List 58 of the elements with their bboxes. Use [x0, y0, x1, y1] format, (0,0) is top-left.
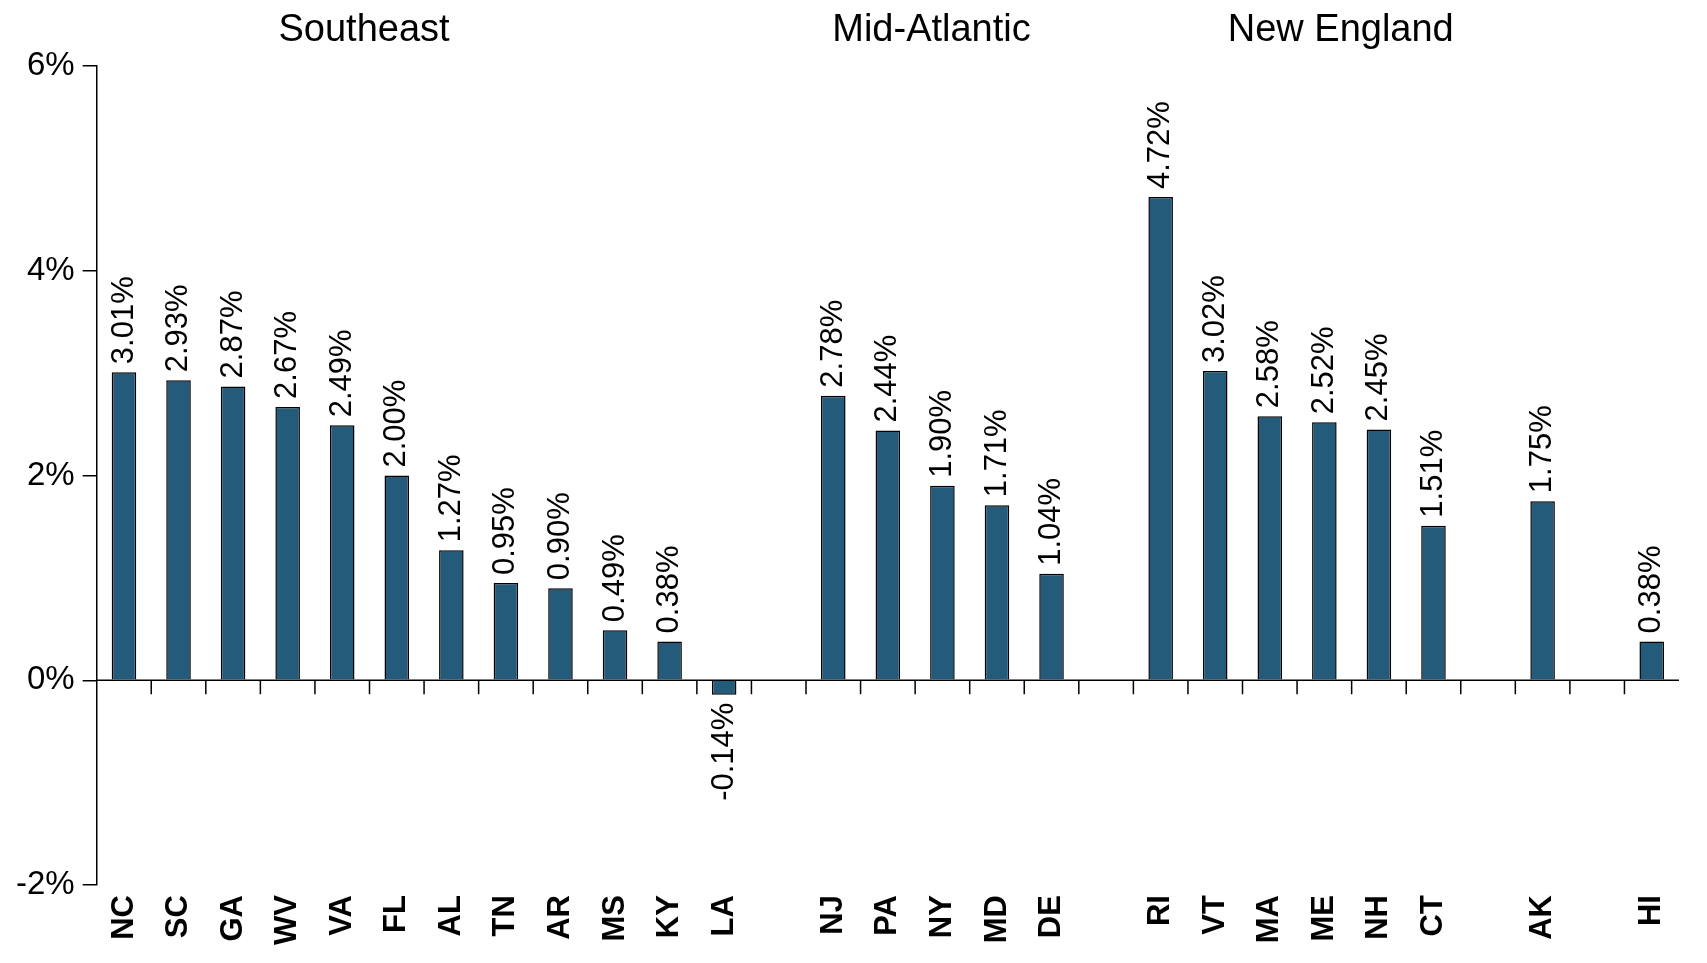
data-label: 0.38%	[1632, 545, 1668, 634]
text: Mid-Atlantic	[832, 7, 1031, 50]
data-label: 2.67%	[268, 311, 304, 399]
data-label: 2.45%	[1359, 333, 1395, 422]
data-label: 3.01%	[104, 276, 140, 365]
x-tick-label: ME	[1304, 895, 1340, 942]
data-label: 2.58%	[1250, 320, 1286, 409]
x-tick-label: KY	[650, 894, 686, 939]
x-tick-label: AK	[1523, 894, 1559, 940]
x-tick-label: PA	[868, 895, 904, 936]
x-tick-label: SC	[159, 895, 195, 939]
data-label: 2.00%	[377, 379, 413, 468]
data-label: 0.90%	[541, 492, 577, 581]
data-label: -0.14%	[704, 702, 740, 801]
x-tick-label: AR	[541, 895, 577, 940]
data-label: 2.93%	[159, 284, 195, 373]
x-tick-label: DE	[1032, 895, 1068, 939]
data-label: 3.02%	[1195, 275, 1231, 364]
x-tick-label: VA	[322, 895, 358, 936]
y-tick-label: -2%	[16, 864, 75, 902]
x-tick-label: NY	[922, 894, 958, 939]
data-label: 0.38%	[650, 545, 686, 634]
text: New England	[1227, 7, 1454, 50]
data-label: 4.72%	[1141, 101, 1177, 190]
x-tick-label: NJ	[813, 895, 849, 935]
y-tick-label: 4%	[26, 249, 75, 287]
data-label: 1.27%	[431, 454, 467, 543]
data-label: 2.52%	[1304, 326, 1340, 415]
x-tick-label: HI	[1632, 895, 1668, 927]
x-tick-label: WV	[268, 894, 304, 945]
data-label: 2.44%	[868, 334, 904, 423]
x-tick-label: NH	[1359, 895, 1395, 940]
x-tick-label: TN	[486, 895, 522, 937]
data-label: 1.04%	[1032, 477, 1068, 566]
y-tick-label: 6%	[26, 45, 75, 83]
x-tick-label: FL	[377, 895, 413, 933]
y-tick-label: 2%	[26, 454, 75, 492]
y-tick-label: 0%	[26, 659, 75, 697]
data-label: 0.95%	[486, 487, 522, 576]
x-tick-label: MA	[1250, 895, 1286, 944]
data-label: 2.78%	[813, 299, 849, 388]
data-label: 1.71%	[977, 409, 1013, 498]
data-label: 2.87%	[213, 290, 249, 379]
x-tick-label: GA	[213, 895, 249, 942]
data-label: 2.49%	[322, 329, 358, 418]
x-tick-label: NC	[104, 895, 140, 940]
x-tick-label: MS	[595, 895, 631, 942]
data-label: 1.75%	[1523, 405, 1559, 494]
text: Southeast	[278, 7, 451, 50]
x-tick-label: LA	[704, 895, 740, 937]
data-label: 1.90%	[922, 389, 958, 478]
data-label: 1.51%	[1414, 429, 1450, 518]
data-label: 0.49%	[595, 534, 631, 623]
x-tick-label: RI	[1141, 895, 1177, 927]
x-tick-label: MD	[977, 895, 1013, 944]
x-tick-label: CT	[1414, 895, 1450, 937]
x-tick-label: VT	[1195, 895, 1231, 935]
x-tick-label: AL	[431, 895, 467, 937]
